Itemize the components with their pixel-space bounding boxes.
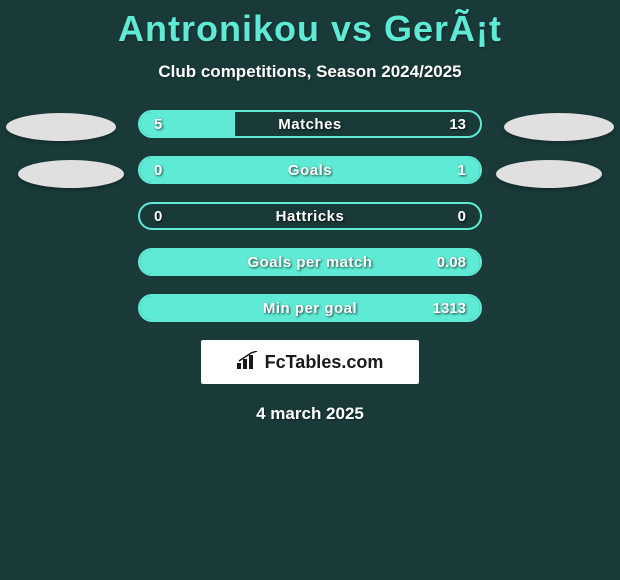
chart-icon [237, 351, 259, 374]
stat-bar: 0 Goals 1 [138, 156, 482, 184]
stat-label: Matches [278, 116, 342, 133]
stat-right-value: 1 [458, 162, 466, 179]
stat-row: Goals per match 0.08 [0, 248, 620, 276]
logo-text: FcTables.com [265, 352, 384, 373]
stat-left-value: 5 [154, 116, 162, 133]
stat-row: Min per goal 1313 [0, 294, 620, 322]
logo-box[interactable]: FcTables.com [201, 340, 419, 384]
stat-right-value: 0.08 [437, 254, 466, 271]
date-line: 4 march 2025 [0, 404, 620, 424]
stat-left-value: 0 [154, 208, 162, 225]
subtitle: Club competitions, Season 2024/2025 [0, 62, 620, 82]
stat-row: 5 Matches 13 [0, 110, 620, 138]
stat-bar: Goals per match 0.08 [138, 248, 482, 276]
stat-right-value: 0 [458, 208, 466, 225]
stat-label: Min per goal [263, 300, 357, 317]
stats-area: 5 Matches 13 0 Goals 1 0 Hattricks 0 Goals per ma… [0, 110, 620, 322]
stat-left-value: 0 [154, 162, 162, 179]
stat-right-value: 13 [449, 116, 466, 133]
stat-row: 0 Hattricks 0 [0, 202, 620, 230]
stat-bar: 5 Matches 13 [138, 110, 482, 138]
stat-bar: 0 Hattricks 0 [138, 202, 482, 230]
stat-label: Hattricks [276, 208, 345, 225]
stat-label: Goals per match [247, 254, 372, 271]
stat-row: 0 Goals 1 [0, 156, 620, 184]
page-title: Antronikou vs GerÃ¡t [0, 8, 620, 50]
stat-label: Goals [288, 162, 332, 179]
stat-bar: Min per goal 1313 [138, 294, 482, 322]
stat-right-value: 1313 [433, 300, 466, 317]
